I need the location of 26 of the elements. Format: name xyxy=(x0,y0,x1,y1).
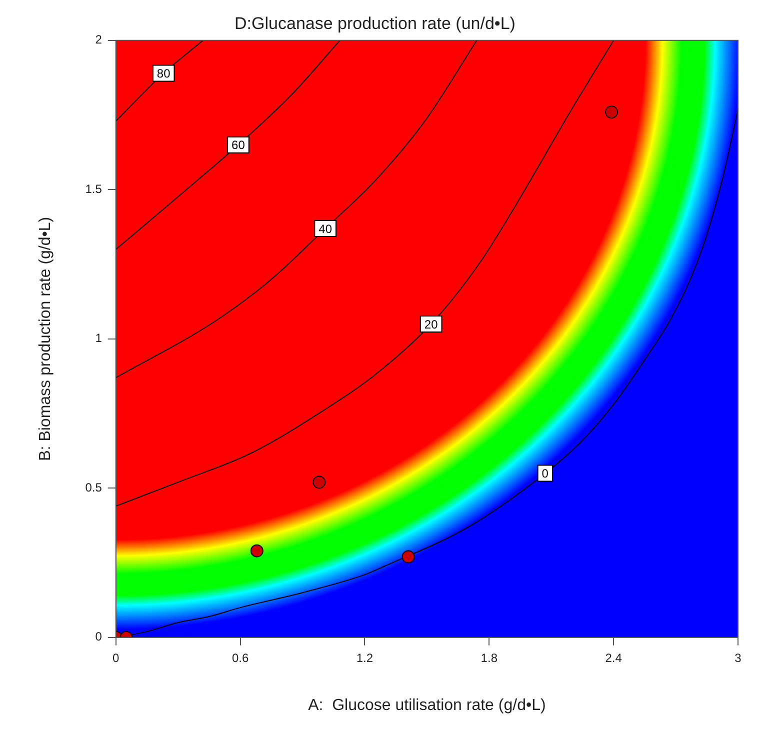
y-tick-label: 0.5 xyxy=(85,480,102,494)
x-axis-title: A: Glucose utilisation rate (g/d•L) xyxy=(308,696,546,714)
x-tick-label: 0.6 xyxy=(232,650,249,665)
series-label: 40 xyxy=(318,222,332,236)
point xyxy=(250,544,264,558)
line-series xyxy=(116,40,478,378)
series-label: 0 xyxy=(542,466,549,481)
x-tick-label: 1.8 xyxy=(480,650,498,665)
point xyxy=(605,106,618,119)
series-label: 60 xyxy=(232,138,246,152)
x-tick-label: 3 xyxy=(734,650,742,665)
y-tick-label: 0 xyxy=(95,630,102,644)
series-label: 20 xyxy=(424,317,438,332)
chart-title: D:Glucanase production rate (un/d•L) xyxy=(234,14,516,33)
point xyxy=(312,476,326,489)
x-tick-label: 2.4 xyxy=(605,650,622,665)
y-tick-label: 2 xyxy=(95,32,102,47)
y-axis-title: B: Biomass production rate (g/d•L) xyxy=(37,216,54,461)
line-series xyxy=(116,40,614,507)
x-tick-label: 1.2 xyxy=(356,650,374,665)
series-label: 80 xyxy=(156,66,171,81)
y-tick-label: 1.5 xyxy=(85,182,102,196)
x-tick-label: 0 xyxy=(112,650,120,665)
y-tick-label: 1 xyxy=(95,331,102,346)
point xyxy=(402,550,415,564)
line-series xyxy=(116,40,340,250)
